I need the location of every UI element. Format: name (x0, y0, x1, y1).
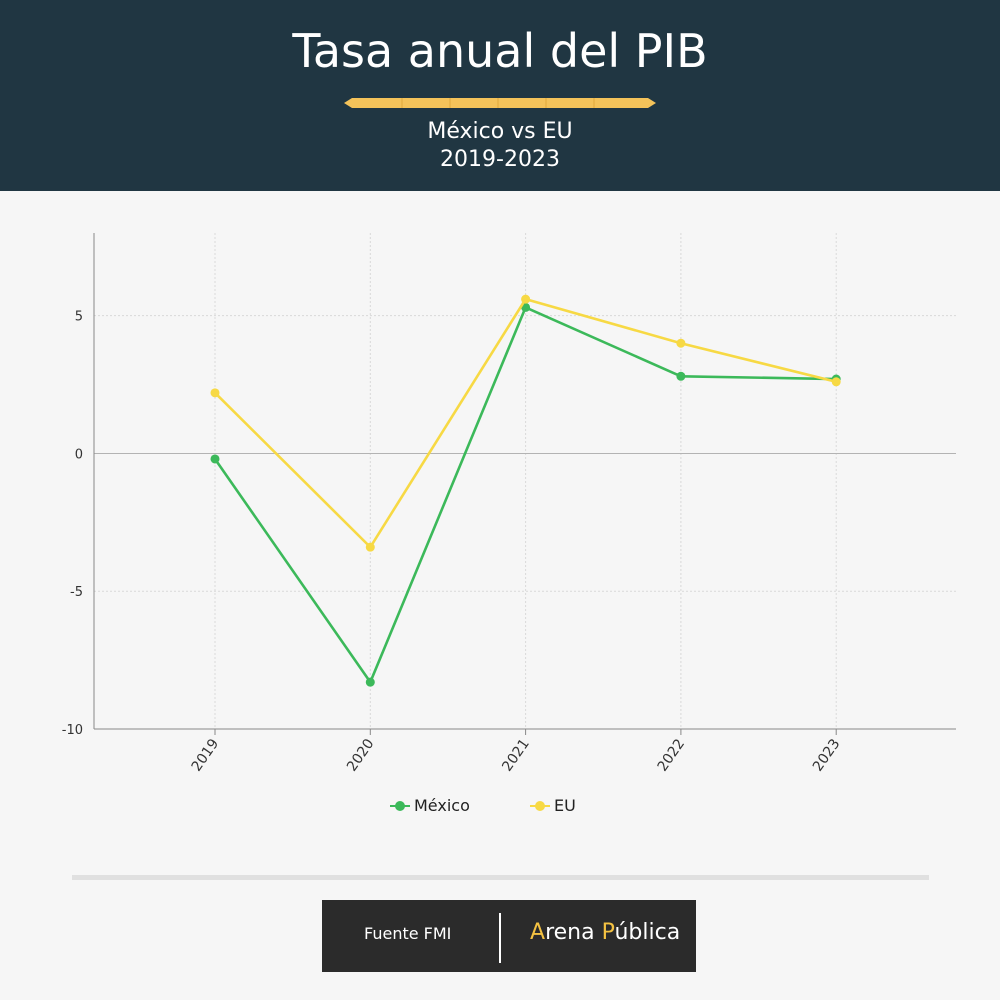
brand-text-rena: rena (545, 920, 602, 945)
data-point-eu (831, 377, 841, 387)
y-tick-label: -5 (70, 585, 83, 600)
pencil-decoration (344, 98, 656, 108)
x-tick-label: 2021 (499, 736, 533, 774)
legend-label-eu: EU (554, 796, 576, 815)
x-tick-label: 2019 (189, 736, 223, 774)
x-tick-label: 2020 (344, 736, 378, 774)
source-label: Fuente FMI (364, 924, 452, 943)
legend-dot-mexico (395, 800, 405, 811)
data-point-mexico (365, 677, 375, 687)
legend-label-mexico: México (414, 796, 470, 815)
footer-separator (499, 913, 501, 963)
legend-marker-mexico (390, 799, 410, 813)
brand-text-ublica: ública (614, 920, 681, 945)
gdp-line-chart: -10 -5 0 5 2019 2020 2021 2022 2023 (62, 233, 956, 774)
page-title: Tasa anual del PIB (292, 24, 708, 78)
x-tick-label: 2023 (810, 736, 844, 774)
data-point-eu (365, 542, 375, 552)
subtitle-line-1: México vs EU (427, 119, 573, 144)
chart-legend: México EU (390, 796, 690, 818)
subtitle-line-2: 2019-2023 (440, 147, 560, 172)
brand-logo: Arena Pública (530, 920, 680, 945)
y-tick-label: 5 (75, 310, 83, 325)
legend-dot-eu (535, 800, 545, 811)
x-tick-label: 2022 (655, 736, 689, 774)
brand-letter-a: A (530, 920, 546, 945)
footer-credits: Fuente FMI Arena Pública (322, 900, 696, 972)
footer-divider (72, 875, 929, 880)
header-banner: Tasa anual del PIB México vs EU 2019-202… (0, 0, 1000, 191)
data-point-eu (210, 388, 220, 398)
y-tick-label: 0 (75, 447, 83, 462)
data-point-eu (521, 294, 531, 304)
data-point-mexico (676, 371, 686, 381)
legend-item-eu[interactable]: EU (530, 796, 576, 815)
legend-item-mexico[interactable]: México (390, 796, 470, 815)
brand-letter-p: P (601, 920, 615, 945)
chart-subtitle: México vs EU 2019-2023 (0, 118, 1000, 174)
data-point-mexico (210, 454, 220, 464)
legend-marker-eu (530, 799, 550, 813)
data-point-eu (676, 338, 686, 348)
y-tick-label: -10 (62, 723, 83, 738)
